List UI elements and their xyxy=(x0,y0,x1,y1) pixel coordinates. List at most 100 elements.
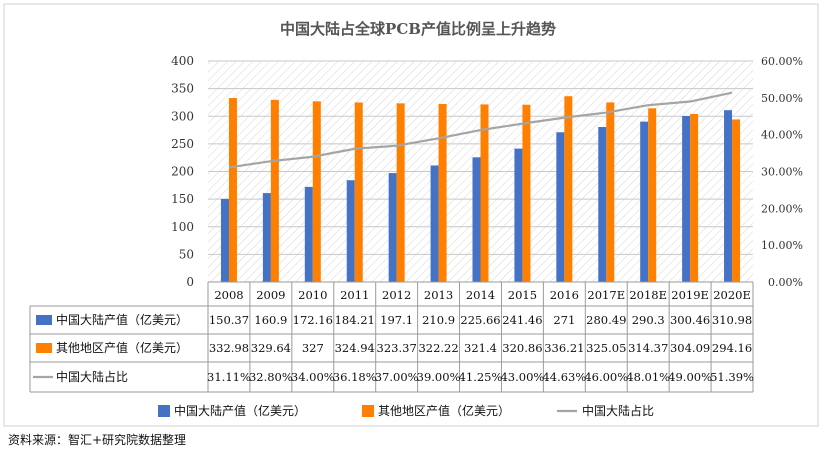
y-left-tick: 350 xyxy=(171,82,194,96)
x-tick-label: 2011 xyxy=(340,288,369,302)
y-left-tick: 300 xyxy=(171,109,194,123)
legend-label: 中国大陆占比 xyxy=(582,403,654,418)
bar-other-regions xyxy=(606,102,615,282)
data-label: 327 xyxy=(302,341,324,355)
data-label: 332.98 xyxy=(209,341,249,355)
bar-other-regions xyxy=(732,119,741,283)
data-label: 241.46 xyxy=(502,313,542,327)
legend-swatch xyxy=(362,405,374,417)
y-left-tick: 50 xyxy=(179,247,194,261)
y-right-tick: 60.00% xyxy=(761,55,803,68)
bar-china xyxy=(304,186,313,282)
legend-label: 其他地区产值（亿美元） xyxy=(378,403,510,418)
data-label: 37.00% xyxy=(375,370,419,384)
data-label: 329.64 xyxy=(251,341,291,355)
x-tick-label: 2013 xyxy=(424,288,453,302)
data-label: 336.21 xyxy=(544,341,584,355)
y-right-tick: 40.00% xyxy=(761,129,803,142)
x-tick-label: 2008 xyxy=(214,288,243,302)
bar-other-regions xyxy=(270,99,279,282)
x-tick-label: 2014 xyxy=(466,288,495,302)
legend-label: 中国大陆产值（亿美元） xyxy=(174,403,306,418)
data-label: 197.1 xyxy=(380,313,413,327)
chart-title: 中国大陆占全球PCB产值比例呈上升趋势 xyxy=(280,20,556,38)
x-tick-label: 2019E xyxy=(671,288,709,302)
bar-other-regions xyxy=(522,104,531,282)
data-label: 314.37 xyxy=(628,341,668,355)
data-label: 41.25% xyxy=(459,370,503,384)
data-label: 304.09 xyxy=(670,341,710,355)
bar-china xyxy=(682,115,691,282)
source-note: 资料来源：智汇+研究院数据整理 xyxy=(8,433,187,447)
row-label: 其他地区产值（亿美元） xyxy=(56,340,188,355)
bar-other-regions xyxy=(480,104,489,282)
data-label: 36.18% xyxy=(333,370,377,384)
data-label: 322.22 xyxy=(418,341,458,355)
x-tick-label: 2017E xyxy=(587,288,625,302)
y-right-tick: 20.00% xyxy=(761,202,803,215)
y-right-tick: 0.00% xyxy=(768,276,803,289)
bar-china xyxy=(388,173,397,282)
data-label: 290.3 xyxy=(632,313,665,327)
data-label: 172.16 xyxy=(293,313,333,327)
data-label: 160.9 xyxy=(254,313,287,327)
data-label: 46.00% xyxy=(584,370,628,384)
y-left-tick: 150 xyxy=(171,192,194,206)
data-label: 43.00% xyxy=(500,370,544,384)
x-tick-label: 2015 xyxy=(508,288,537,302)
y-right-tick: 30.00% xyxy=(761,166,803,179)
data-label: 225.66 xyxy=(460,313,500,327)
row-key-swatch xyxy=(36,343,52,353)
y-left-tick: 250 xyxy=(171,137,194,151)
data-label: 31.11% xyxy=(207,370,251,384)
y-left-tick: 400 xyxy=(171,54,194,68)
y-left-tick: 100 xyxy=(171,220,194,234)
legend-swatch xyxy=(158,405,170,417)
data-label: 325.05 xyxy=(586,341,626,355)
x-tick-label: 2016 xyxy=(550,288,579,302)
x-tick-label: 2020E xyxy=(713,288,751,302)
data-label: 280.49 xyxy=(586,313,626,327)
bar-china xyxy=(598,127,607,283)
bar-other-regions xyxy=(564,96,573,282)
y-left-tick: 200 xyxy=(171,165,194,179)
row-label: 中国大陆产值（亿美元） xyxy=(56,312,188,327)
data-label: 323.37 xyxy=(377,341,417,355)
data-label: 44.63% xyxy=(542,370,586,384)
x-tick-label: 2018E xyxy=(629,288,667,302)
data-label: 271 xyxy=(553,313,575,327)
data-label: 49.00% xyxy=(668,370,712,384)
x-tick-label: 2012 xyxy=(382,288,411,302)
bar-other-regions xyxy=(396,103,405,282)
legend: 中国大陆产值（亿美元） 其他地区产值（亿美元） 中国大陆占比 xyxy=(158,403,654,418)
bar-other-regions xyxy=(648,108,657,282)
data-label: 150.37 xyxy=(209,313,249,327)
bar-china xyxy=(556,132,565,282)
bar-china xyxy=(640,121,649,282)
bar-china xyxy=(346,180,355,282)
row-label: 中国大陆占比 xyxy=(56,369,128,384)
x-tick-label: 2009 xyxy=(256,288,285,302)
data-label: 310.98 xyxy=(712,313,752,327)
bar-other-regions xyxy=(354,102,363,283)
bar-other-regions xyxy=(312,101,321,283)
bar-other-regions xyxy=(690,113,699,283)
bar-china xyxy=(220,198,229,282)
y-left-tick: 0 xyxy=(186,275,194,289)
share-line xyxy=(228,91,733,169)
data-label: 51.39% xyxy=(710,370,754,384)
data-label: 294.16 xyxy=(712,341,752,355)
data-label: 300.46 xyxy=(670,313,710,327)
right-axis: 0.00% 10.00% 20.00% 30.00% 40.00% 50.00% 60.00… xyxy=(761,55,803,289)
bar-china xyxy=(724,110,733,282)
bar-china xyxy=(262,193,271,282)
bar-china xyxy=(472,157,481,282)
data-label: 210.9 xyxy=(422,313,455,327)
bar-other-regions xyxy=(438,103,447,282)
data-label: 184.21 xyxy=(335,313,375,327)
data-label: 324.94 xyxy=(335,341,375,355)
y-right-tick: 50.00% xyxy=(761,92,803,105)
share-line-layer xyxy=(228,91,733,169)
bar-china xyxy=(430,165,439,282)
